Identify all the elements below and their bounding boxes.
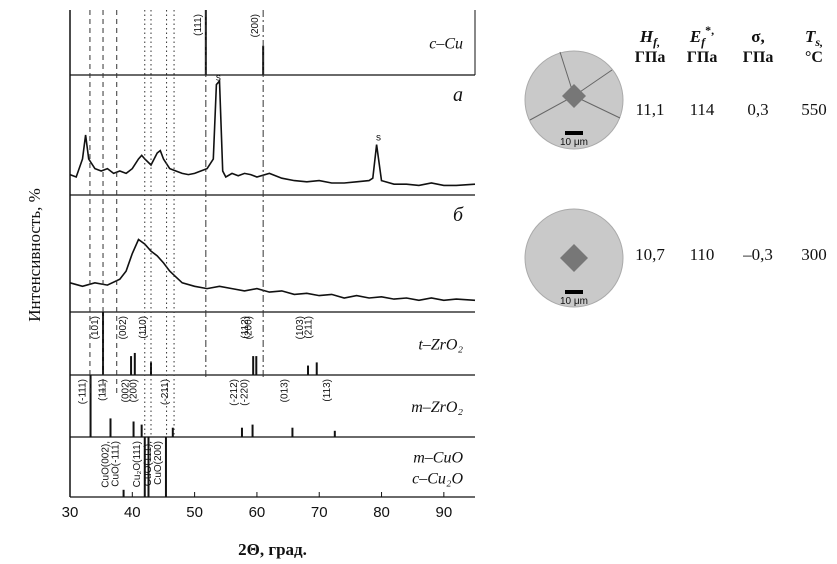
phase-name: t–ZrO₂ <box>418 337 463 354</box>
table-cell: 0,3 <box>747 100 768 119</box>
header-symbol: H <box>639 27 654 46</box>
column-header: Ts, <box>805 27 823 49</box>
scale-bar-label: 10 μm <box>560 137 588 148</box>
peak-label: (200) <box>243 316 254 339</box>
header-symbol: E <box>689 27 701 46</box>
xrd-trace <box>69 78 476 187</box>
peak-label: (103) <box>295 316 306 339</box>
x-tick-label: 90 <box>436 504 453 521</box>
column-header: Hf, <box>639 27 660 49</box>
peak-mark: s <box>376 133 381 144</box>
header-sub: f, <box>653 35 660 49</box>
peak-label: (211) <box>304 316 315 339</box>
indent-image <box>524 50 624 150</box>
table-cell: 300 <box>801 245 827 264</box>
header-sup: *, <box>705 23 714 37</box>
peak-label: (-211) <box>160 379 171 405</box>
indent-image <box>524 208 624 308</box>
x-tick-label: 50 <box>186 504 203 521</box>
column-unit: °C <box>805 49 823 66</box>
peak-label: (200) <box>250 14 261 37</box>
column-unit: ГПа <box>635 49 666 66</box>
peak-label: Cu₂O(111) <box>132 441 143 487</box>
phase-name: m–ZrO₂ <box>411 399 463 416</box>
peak-label: (112) <box>240 316 251 339</box>
header-sub: f <box>701 35 706 49</box>
peak-label: (111) <box>193 14 204 36</box>
peak-label: (013) <box>279 379 290 402</box>
x-tick-label: 30 <box>62 504 79 521</box>
phase-name: c–Cu₂O <box>412 471 463 488</box>
peak-label: CuO(200) <box>153 441 164 485</box>
phase-name: m–CuO <box>413 450 463 467</box>
peak-label: (002) <box>118 316 129 339</box>
x-tick-label: 40 <box>124 504 141 521</box>
table-cell: 11,1 <box>635 100 664 119</box>
xrd-trace <box>69 238 476 302</box>
peak-label: (-111) <box>78 379 89 404</box>
peak-label: (-220) <box>240 379 251 406</box>
x-axis-label: 2Θ, град. <box>238 540 307 559</box>
peak-label: (113) <box>322 379 333 402</box>
peak-label: (110) <box>138 316 149 339</box>
scale-bar-label: 10 μm <box>560 296 588 307</box>
phase-name: c–Cu <box>429 36 463 53</box>
header-sub: s, <box>814 35 823 49</box>
x-tick-label: 70 <box>311 504 328 521</box>
peak-label: CuO(111), <box>143 441 154 486</box>
panel-label: а <box>453 84 463 106</box>
peak-label: CuO(-111) <box>111 441 122 487</box>
peak-label: (200) <box>129 379 140 402</box>
table-cell: 114 <box>690 100 715 119</box>
column-unit: ГПа <box>743 49 774 66</box>
x-tick-label: 60 <box>249 504 266 521</box>
peak-label: (101) <box>90 316 101 339</box>
table-cell: 550 <box>801 100 827 119</box>
table-cell: 110 <box>690 245 715 264</box>
column-header: σ, <box>751 27 765 46</box>
column-header: Ef*, <box>689 23 714 49</box>
peak-label: CuO(002), <box>101 441 112 488</box>
peak-mark: s <box>216 73 221 84</box>
peak-label: (002) <box>121 379 132 402</box>
header-symbol: T <box>805 27 816 46</box>
peak-label: (-212) <box>229 379 240 406</box>
panel-label: б <box>453 204 464 226</box>
y-axis-label: Интенсивность, % <box>25 188 44 322</box>
header-symbol: σ, <box>751 27 765 46</box>
table-cell: –0,3 <box>742 245 773 264</box>
x-tick-label: 80 <box>373 504 390 521</box>
column-unit: ГПа <box>687 49 718 66</box>
table-cell: 10,7 <box>635 245 665 264</box>
